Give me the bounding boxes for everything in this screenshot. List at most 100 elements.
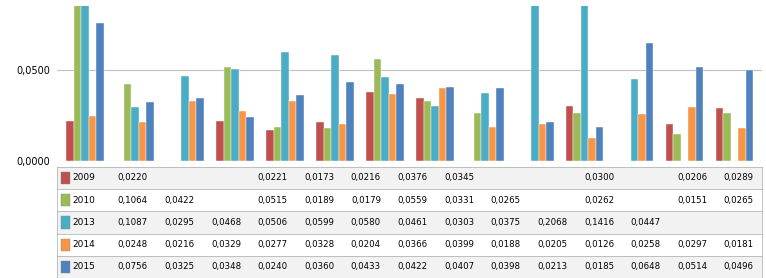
Bar — [596, 127, 604, 161]
Bar — [296, 95, 303, 161]
Text: 0,0375: 0,0375 — [491, 218, 521, 227]
Text: 0,0265: 0,0265 — [724, 196, 754, 205]
Bar — [66, 121, 74, 161]
Bar — [196, 98, 204, 161]
Text: 0,0216: 0,0216 — [351, 173, 381, 182]
Text: 0,0185: 0,0185 — [584, 262, 614, 271]
Text: 2010: 2010 — [72, 196, 95, 205]
Bar — [388, 94, 396, 161]
Text: 0,0151: 0,0151 — [677, 196, 707, 205]
Bar — [588, 138, 596, 161]
Bar — [723, 113, 731, 161]
Text: 0,0216: 0,0216 — [165, 240, 195, 249]
Text: 0,0265: 0,0265 — [491, 196, 521, 205]
Bar — [646, 43, 653, 161]
Text: 0,0240: 0,0240 — [257, 262, 288, 271]
Text: 0,0422: 0,0422 — [165, 196, 195, 205]
Text: 0,0329: 0,0329 — [211, 240, 241, 249]
Text: 0,0258: 0,0258 — [630, 240, 661, 249]
Bar — [123, 84, 131, 161]
Bar — [566, 106, 574, 161]
Text: 0,0205: 0,0205 — [537, 240, 568, 249]
Text: 0,1064: 0,1064 — [118, 196, 148, 205]
Bar — [181, 76, 188, 161]
Bar — [188, 101, 196, 161]
Bar — [61, 216, 70, 229]
Bar — [316, 122, 323, 161]
Bar — [346, 82, 354, 161]
Bar — [281, 51, 289, 161]
Bar — [74, 0, 81, 161]
Text: 0,0188: 0,0188 — [491, 240, 521, 249]
Text: 0,2068: 0,2068 — [537, 218, 568, 227]
Text: 2014: 2014 — [72, 240, 95, 249]
Text: 0,0181: 0,0181 — [724, 240, 754, 249]
Bar — [696, 67, 703, 161]
Text: 2013: 2013 — [72, 218, 95, 227]
Bar — [631, 80, 639, 161]
Text: 0,0756: 0,0756 — [118, 262, 148, 271]
Text: 0,0345: 0,0345 — [444, 173, 474, 182]
Bar — [538, 124, 546, 161]
Bar — [546, 122, 554, 161]
Bar — [57, 256, 762, 278]
Text: 0,0300: 0,0300 — [584, 173, 614, 182]
Text: 0,0297: 0,0297 — [677, 240, 707, 249]
Text: 0,0328: 0,0328 — [304, 240, 335, 249]
Bar — [239, 111, 246, 161]
Bar — [61, 172, 70, 184]
Text: 0,0514: 0,0514 — [677, 262, 707, 271]
Text: 0,0366: 0,0366 — [398, 240, 427, 249]
Bar — [246, 117, 254, 161]
Bar — [273, 126, 281, 161]
Bar — [716, 108, 723, 161]
Text: 0,0461: 0,0461 — [398, 218, 427, 227]
Bar — [81, 0, 89, 161]
Bar — [574, 113, 581, 161]
Text: 2009: 2009 — [72, 173, 95, 182]
Text: 0,1087: 0,1087 — [118, 218, 148, 227]
Text: 0,0599: 0,0599 — [304, 218, 334, 227]
Bar — [289, 101, 296, 161]
Bar — [216, 121, 224, 161]
Text: 0,0179: 0,0179 — [351, 196, 381, 205]
Text: 0,0376: 0,0376 — [398, 173, 427, 182]
Text: 0,0433: 0,0433 — [351, 262, 381, 271]
Bar — [266, 130, 273, 161]
Text: 0,0206: 0,0206 — [677, 173, 707, 182]
Text: 0,0126: 0,0126 — [584, 240, 614, 249]
Text: 0,0325: 0,0325 — [165, 262, 195, 271]
Bar — [146, 102, 154, 161]
Bar — [339, 124, 346, 161]
Text: 0,0220: 0,0220 — [118, 173, 148, 182]
Text: 0,0648: 0,0648 — [630, 262, 661, 271]
Bar — [439, 88, 446, 161]
Text: 0,0407: 0,0407 — [444, 262, 474, 271]
Text: 0,0559: 0,0559 — [398, 196, 427, 205]
Bar — [366, 92, 374, 161]
Text: 0,1416: 0,1416 — [584, 218, 614, 227]
Bar — [381, 77, 388, 161]
Text: 0,0189: 0,0189 — [304, 196, 334, 205]
Bar — [431, 106, 439, 161]
Bar — [97, 23, 103, 161]
Text: 0,0580: 0,0580 — [351, 218, 381, 227]
Text: 0,0399: 0,0399 — [444, 240, 474, 249]
Bar — [323, 128, 331, 161]
Text: 0,0277: 0,0277 — [257, 240, 288, 249]
Bar — [61, 194, 70, 206]
Bar — [57, 189, 762, 211]
Text: 2015: 2015 — [72, 262, 95, 271]
Text: 0,0303: 0,0303 — [444, 218, 474, 227]
Text: 0,0515: 0,0515 — [257, 196, 288, 205]
Bar — [61, 239, 70, 251]
Text: 0,0348: 0,0348 — [211, 262, 241, 271]
Text: 0,0398: 0,0398 — [491, 262, 521, 271]
Bar — [666, 123, 673, 161]
Text: 0,0331: 0,0331 — [444, 196, 474, 205]
Bar — [446, 87, 453, 161]
Bar — [746, 70, 754, 161]
Bar — [131, 107, 139, 161]
Bar — [489, 127, 496, 161]
Text: 0,0468: 0,0468 — [211, 218, 241, 227]
